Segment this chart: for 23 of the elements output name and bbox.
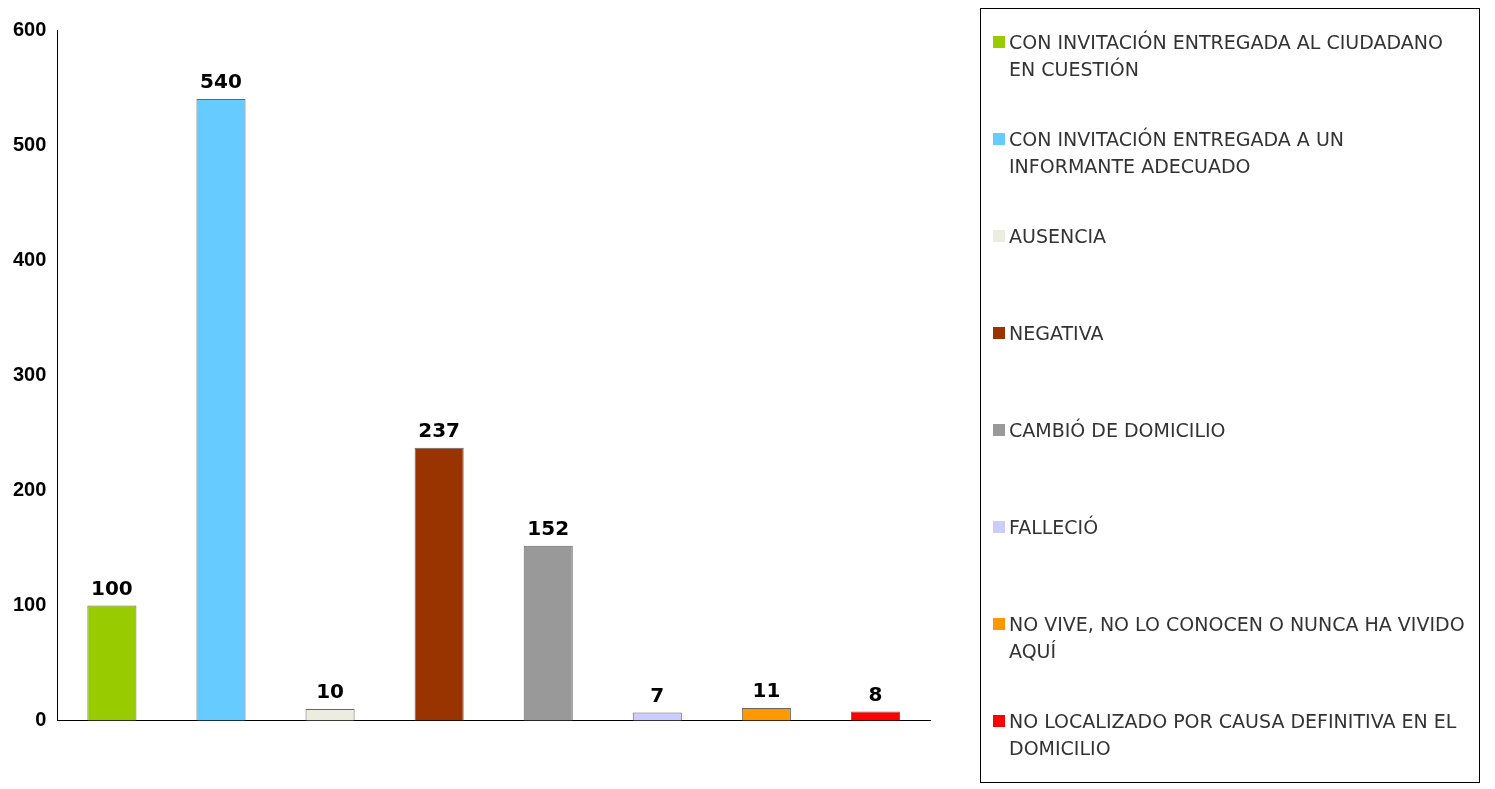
legend-label: NEGATIVA — [1009, 321, 1104, 346]
data-label: 7 — [650, 682, 665, 707]
data-label: 11 — [752, 678, 781, 703]
y-tick-label: 200 — [12, 477, 47, 500]
y-tick-label: 100 — [12, 593, 47, 616]
data-label: 152 — [527, 515, 570, 540]
y-tick-label: 300 — [12, 362, 47, 385]
data-label: 100 — [91, 575, 133, 600]
data-label: 237 — [418, 418, 461, 443]
legend-label: CON INVITACIÓN ENTREGADA A UN INFORMANTE ADECUADO — [1009, 126, 1345, 179]
data-label: 8 — [868, 681, 883, 706]
legend-label: NO LOCALIZADO POR CAUSA DEFINITIVA EN EL DOMICILIO — [1009, 709, 1458, 761]
y-tick-label: 0 — [35, 708, 47, 731]
legend-label: CAMBIÓ DE DOMICILIO — [1009, 417, 1226, 443]
data-label: 540 — [200, 69, 242, 94]
y-tick-label: 400 — [12, 247, 47, 270]
legend-label: NO VIVE, NO LO CONOCEN O NUNCA HA VIVIDO AQUÍ — [1009, 612, 1466, 664]
legend-label: AUSENCIA — [1009, 224, 1107, 249]
data-label: 10 — [316, 679, 344, 704]
legend-label: FALLECIÓ — [1009, 514, 1099, 540]
y-tick-label: 500 — [12, 132, 47, 155]
legend-label: CON INVITACIÓN ENTREGADA AL CIUDADANO EN CUESTIÓN — [1009, 29, 1444, 82]
y-tick-label: 600 — [12, 17, 47, 40]
